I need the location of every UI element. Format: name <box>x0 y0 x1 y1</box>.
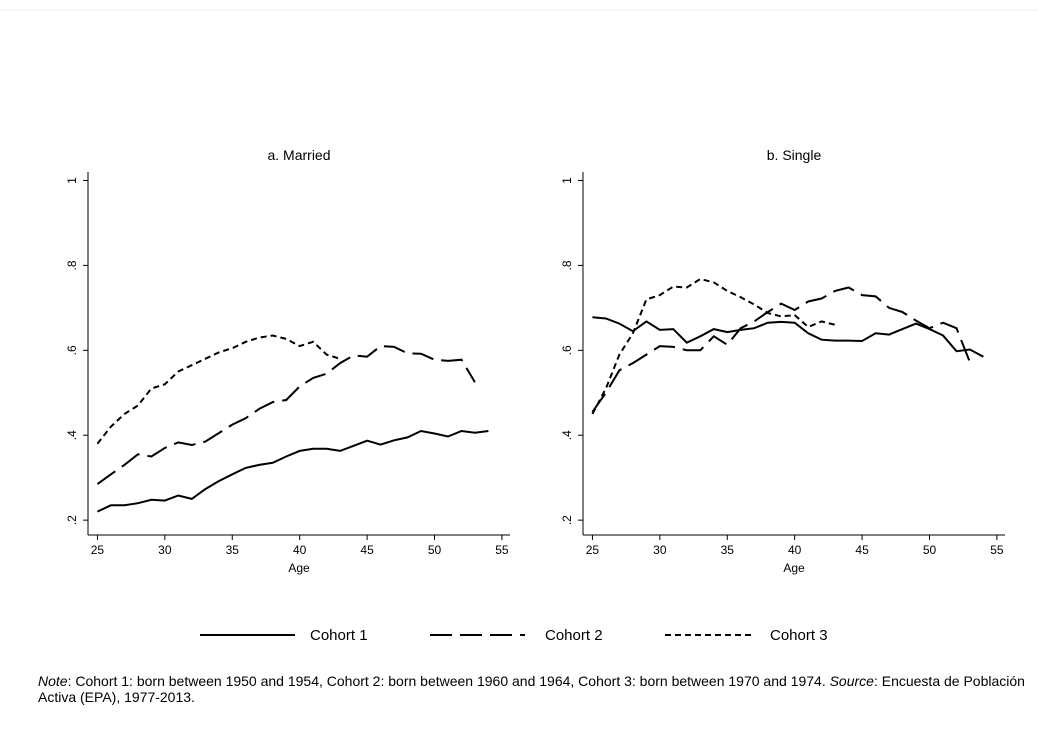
note-label: Note <box>38 673 68 689</box>
figure: a. Married .2 .4 .6 .8 1 25 30 35 40 45 50 55 Age b. S… <box>0 9 1038 644</box>
y-tick-label: .8 <box>65 260 79 270</box>
note-text: : Cohort 1: born between 1950 and 1954, … <box>67 673 830 689</box>
legend-label: Cohort 1 <box>310 627 368 644</box>
series-line <box>591 277 836 415</box>
x-tick-label: 25 <box>586 543 600 557</box>
x-tick-label: 50 <box>428 543 442 557</box>
note: Note: Cohort 1: born between 1950 and 19… <box>38 673 1038 705</box>
x-tick-label: 40 <box>293 543 307 557</box>
x-tick-label: 35 <box>721 543 735 557</box>
series-line <box>96 429 489 513</box>
x-tick-label: 40 <box>788 543 802 557</box>
y-tick-label: 1 <box>65 177 79 184</box>
y-tick-label: .2 <box>65 515 79 525</box>
x-tick-label: 45 <box>360 543 374 557</box>
y-tick-label: .4 <box>560 430 574 440</box>
x-tick-label: 45 <box>855 543 869 557</box>
panel-title: a. Married <box>267 147 330 163</box>
legend-label: Cohort 3 <box>770 627 828 644</box>
y-tick-label: .4 <box>65 430 79 440</box>
panel-title: b. Single <box>767 147 822 163</box>
series-line <box>96 345 476 485</box>
y-tick-label: .6 <box>560 345 574 355</box>
x-tick-label: 50 <box>923 543 937 557</box>
x-axis-label: Age <box>783 561 805 575</box>
y-tick-label: 1 <box>560 177 574 184</box>
x-tick-label: 25 <box>91 543 105 557</box>
x-axis-label: Age <box>288 561 310 575</box>
y-tick-label: .8 <box>560 260 574 270</box>
source-text: : Encuesta de Población Activa (EPA), 19… <box>38 673 1025 705</box>
series-line <box>591 286 971 413</box>
x-tick-label: 55 <box>495 543 509 557</box>
series-line <box>592 316 984 358</box>
source-label: Source <box>829 673 874 689</box>
y-tick-label: .6 <box>65 345 79 355</box>
x-tick-label: 35 <box>226 543 240 557</box>
legend-label: Cohort 2 <box>545 627 603 644</box>
y-tick-label: .2 <box>560 515 574 525</box>
series-line <box>96 334 341 445</box>
x-tick-label: 30 <box>653 543 667 557</box>
x-tick-label: 55 <box>990 543 1004 557</box>
x-tick-label: 30 <box>158 543 172 557</box>
